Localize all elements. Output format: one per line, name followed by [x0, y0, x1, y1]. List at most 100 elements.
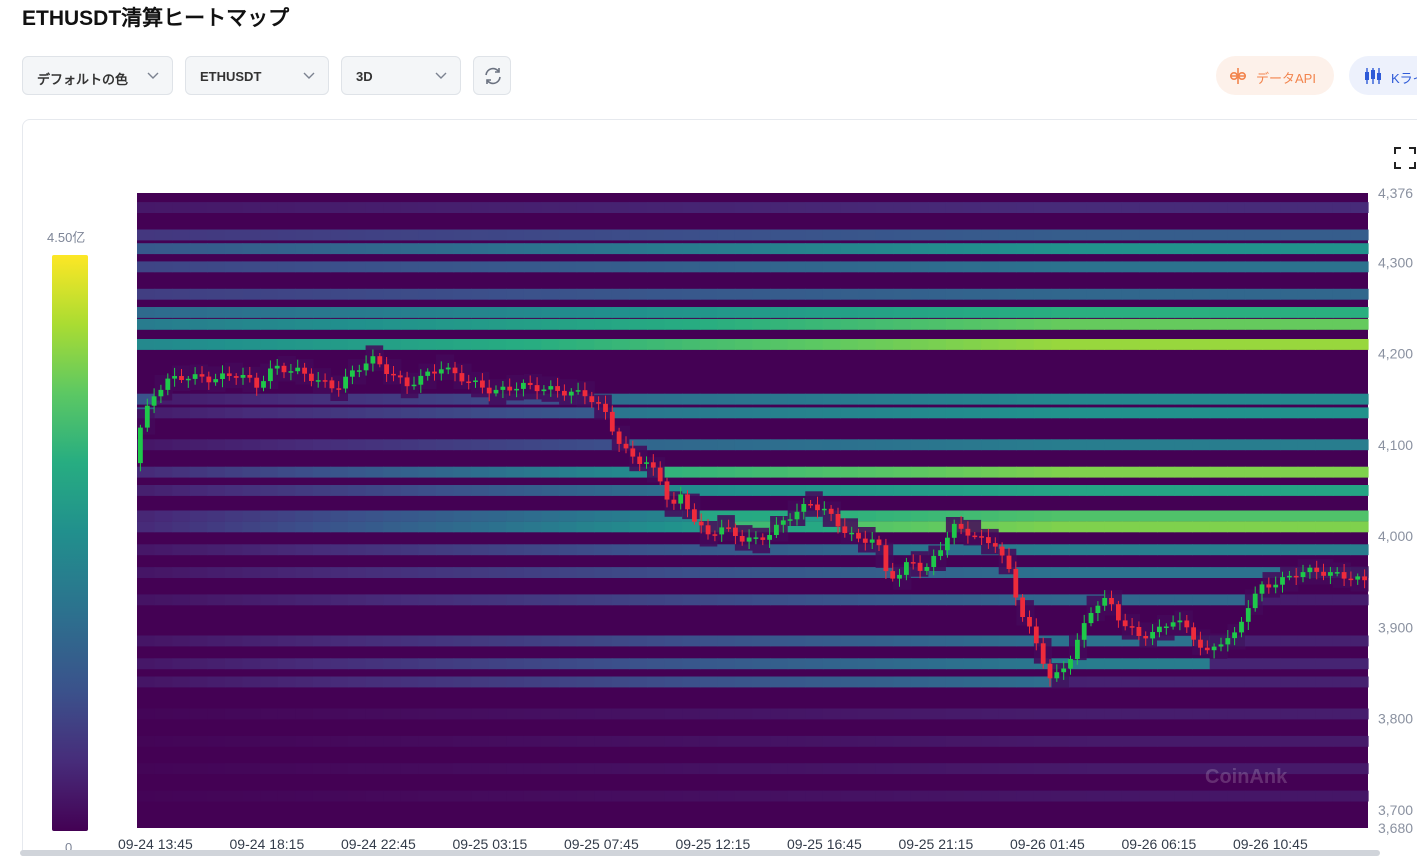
heat-cell	[207, 708, 226, 720]
heat-cell	[365, 261, 384, 273]
heat-cell	[1121, 243, 1140, 255]
heat-cell	[295, 594, 314, 606]
heat-cell	[330, 544, 349, 556]
heat-cell	[436, 288, 455, 300]
heat-cell	[1051, 307, 1070, 318]
heat-cell	[506, 288, 525, 300]
heat-cell	[998, 635, 1017, 647]
heat-cell	[189, 567, 208, 578]
x-tick-label: 09-26 06:15	[1122, 836, 1197, 852]
heat-cell	[541, 466, 560, 478]
heat-cell	[348, 658, 367, 670]
heat-cell	[436, 735, 455, 747]
heat-cell	[629, 735, 648, 747]
heat-cell	[717, 339, 736, 350]
heat-cell	[365, 521, 384, 533]
heat-cell	[822, 318, 841, 330]
heat-cell	[945, 594, 965, 606]
heat-cell	[1051, 485, 1070, 496]
heat-cell	[893, 735, 912, 747]
heat-cell	[471, 658, 490, 670]
fullscreen-icon[interactable]	[1393, 146, 1417, 170]
heat-cell	[1121, 567, 1140, 578]
heat-cell	[541, 243, 560, 255]
heat-cell	[840, 318, 859, 330]
kline-button[interactable]: Kライ	[1349, 56, 1417, 95]
heat-cell	[1192, 288, 1211, 300]
horizontal-scrollbar[interactable]	[20, 850, 1380, 856]
heat-cell	[365, 288, 384, 300]
heat-cell	[224, 763, 244, 775]
heat-gap	[928, 545, 947, 571]
heat-cell	[365, 676, 384, 688]
heat-cell	[611, 790, 630, 802]
heat-cell	[928, 790, 947, 802]
heat-cell	[523, 594, 543, 606]
heat-cell	[242, 407, 261, 419]
heat-cell	[1350, 658, 1369, 670]
heat-cell	[928, 439, 947, 451]
heat-cell	[137, 318, 156, 330]
heat-cell	[400, 318, 419, 330]
heat-cell	[963, 318, 982, 330]
heat-cell	[1157, 243, 1176, 255]
heat-cell	[699, 339, 718, 350]
candle-up	[1095, 605, 1101, 613]
x-tick-label: 09-25 21:15	[899, 836, 974, 852]
heat-cell	[998, 439, 1017, 451]
heat-cell	[523, 202, 543, 213]
candle-down	[1047, 663, 1053, 679]
candle-down	[391, 373, 396, 376]
candle-down	[979, 536, 984, 538]
heat-cell	[981, 485, 1000, 496]
heat-cell	[295, 635, 314, 647]
heat-cell	[1244, 202, 1264, 213]
heat-cell	[295, 229, 314, 241]
heat-cell	[1016, 676, 1035, 688]
heat-cell	[260, 708, 279, 720]
heat-cell	[910, 510, 929, 522]
heat-cell	[647, 708, 666, 720]
candle-up	[138, 427, 143, 464]
heat-cell	[207, 594, 226, 606]
heat-cell	[981, 307, 1000, 318]
heat-cell	[928, 763, 947, 775]
heat-cell	[1016, 521, 1035, 533]
heat-gap	[559, 379, 578, 405]
heat-cell	[242, 676, 261, 688]
heat-cell	[664, 658, 683, 670]
color-scheme-select[interactable]: デフォルトの色	[22, 56, 173, 95]
heat-cell	[137, 763, 156, 775]
heat-cell	[664, 307, 683, 318]
candle-up	[1334, 572, 1340, 574]
heat-cell	[858, 521, 877, 533]
candle-up	[1061, 668, 1067, 673]
heat-cell	[805, 439, 824, 451]
heat-cell	[348, 229, 367, 241]
heat-cell	[664, 243, 683, 255]
data-api-button[interactable]: データAPI	[1216, 56, 1334, 95]
heat-cell	[945, 288, 965, 300]
heat-cell	[1157, 676, 1176, 688]
heat-cell	[717, 635, 736, 647]
heat-cell	[348, 393, 367, 405]
heat-cell	[594, 485, 613, 496]
heat-cell	[805, 202, 824, 213]
symbol-select[interactable]: ETHUSDT	[185, 56, 329, 95]
heat-cell	[1280, 485, 1299, 496]
heat-cell	[647, 288, 666, 300]
refresh-button[interactable]	[473, 56, 511, 95]
heat-cell	[383, 307, 402, 318]
heat-cell	[734, 735, 754, 747]
heat-cell	[1051, 439, 1070, 451]
heat-cell	[1139, 307, 1158, 318]
heat-cell	[1069, 763, 1088, 775]
heat-cell	[189, 393, 208, 405]
refresh-icon	[485, 67, 501, 85]
heat-cell	[242, 339, 261, 350]
heat-cell	[805, 594, 824, 606]
heat-cell	[260, 485, 279, 496]
time-range-select[interactable]: 3D	[341, 56, 461, 95]
heat-cell	[1069, 288, 1088, 300]
